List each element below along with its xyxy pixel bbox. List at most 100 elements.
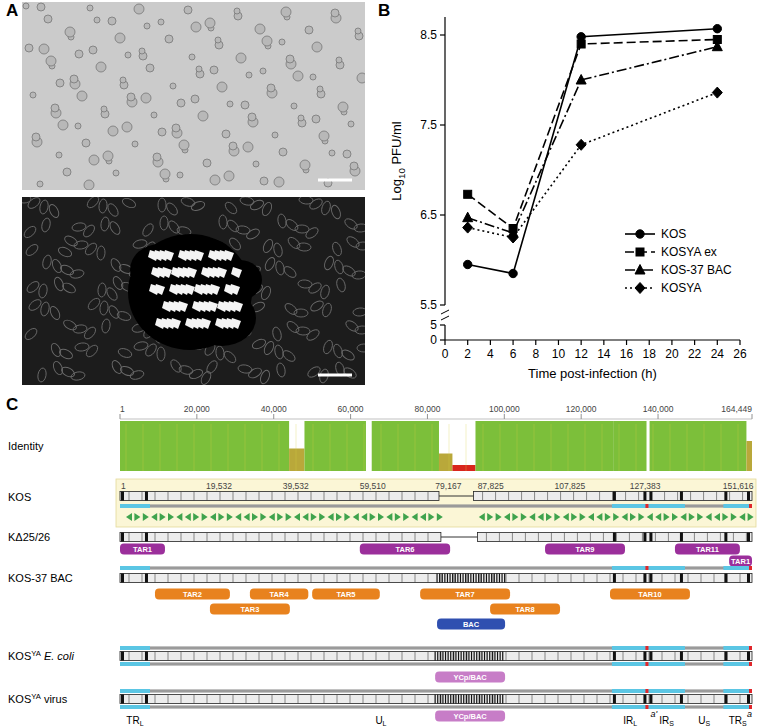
repeat-gene xyxy=(680,492,683,501)
cell xyxy=(24,242,40,257)
cell xyxy=(108,220,122,236)
gene-boundary xyxy=(285,695,286,704)
x-tick xyxy=(444,340,445,345)
cell xyxy=(345,235,361,250)
cell xyxy=(82,139,90,147)
gene-boundary xyxy=(532,652,533,661)
legend: KOSKOSYA exKOS-37 BACKOSYA xyxy=(625,227,732,295)
text-part: PFU/ml xyxy=(389,121,404,168)
identity-bar xyxy=(439,454,452,472)
insert-gene xyxy=(437,652,438,661)
insert-gene xyxy=(450,695,451,704)
cell xyxy=(184,6,192,14)
identity-texture xyxy=(551,424,552,471)
cell xyxy=(164,201,179,217)
insert-gene xyxy=(481,652,482,661)
gene-boundary xyxy=(729,492,730,501)
cell xyxy=(63,168,71,176)
a-sequence xyxy=(645,705,648,709)
repeat-gene xyxy=(121,492,124,501)
cell xyxy=(189,54,195,60)
gene-boundary xyxy=(337,652,338,661)
cell xyxy=(263,256,276,272)
cell xyxy=(243,142,253,152)
gene-boundary xyxy=(155,652,156,661)
insert-gene xyxy=(442,652,443,661)
gene-boundary xyxy=(493,652,494,661)
genome-row: KΔ25/26TAR1TAR6TAR9TAR11TAR1 xyxy=(8,531,752,567)
cell xyxy=(219,215,228,230)
series-line xyxy=(468,40,718,229)
repeat-gene xyxy=(747,492,750,501)
cell xyxy=(125,52,131,58)
repeat-gene xyxy=(747,695,750,704)
orf-arrow xyxy=(244,513,250,521)
genome-line xyxy=(120,646,752,649)
cell xyxy=(44,15,52,23)
a-sequence xyxy=(645,662,648,666)
gene-boundary xyxy=(272,533,273,542)
gene-boundary xyxy=(337,492,338,501)
scale-tick xyxy=(350,414,351,419)
x-tick xyxy=(671,340,672,345)
cell xyxy=(236,53,246,63)
gene-boundary xyxy=(389,574,390,583)
plaque-cell xyxy=(209,284,220,295)
orf-arrow xyxy=(151,513,157,521)
gene-boundary xyxy=(586,492,587,501)
y-tick xyxy=(440,214,445,215)
repeat-gene xyxy=(724,574,727,583)
gene-boundary xyxy=(246,533,247,542)
data-point xyxy=(712,87,722,98)
insert-gene xyxy=(476,652,477,661)
gene-boundary xyxy=(168,574,169,583)
gene-boundary xyxy=(402,533,403,542)
plaque-cell xyxy=(207,301,218,312)
panel-a-micrographs xyxy=(17,2,371,386)
gene-boundary xyxy=(746,533,747,542)
cell xyxy=(38,283,49,298)
feature-label: TAR6 xyxy=(395,545,414,554)
gene-boundary xyxy=(571,695,572,704)
insert-gene xyxy=(479,695,480,704)
repeat-gene xyxy=(680,652,683,661)
cell xyxy=(319,284,331,300)
insert-gene xyxy=(445,695,446,704)
text-part: Log xyxy=(389,179,404,201)
gene-boundary xyxy=(259,492,260,501)
row-tick-label: 107,825 xyxy=(555,481,586,491)
text-part: IR xyxy=(659,715,669,726)
feature-label: TAR1 xyxy=(731,557,750,566)
scale-tick xyxy=(196,414,197,419)
identity-texture xyxy=(687,424,688,471)
scale-tick xyxy=(658,414,659,419)
cell xyxy=(170,83,176,89)
gene-boundary xyxy=(233,574,234,583)
cell xyxy=(350,162,358,170)
repeat-gene xyxy=(145,492,148,501)
gene-boundary xyxy=(298,492,299,501)
gene-boundary xyxy=(246,652,247,661)
gene-boundary xyxy=(532,695,533,704)
gene-boundary xyxy=(181,652,182,661)
orf-arrow xyxy=(504,513,510,521)
repeat-gene xyxy=(747,652,750,661)
region-label: TRL xyxy=(126,715,143,726)
gene-boundary xyxy=(415,533,416,542)
row-tick-label: 151,616 xyxy=(723,481,754,491)
orf-arrow xyxy=(479,513,485,521)
gene-boundary xyxy=(551,533,552,542)
cell xyxy=(262,36,272,46)
gene-boundary xyxy=(402,652,403,661)
orf-arrow xyxy=(714,513,720,521)
cell xyxy=(160,169,170,179)
cell xyxy=(356,242,365,250)
gene-boundary xyxy=(402,492,403,501)
insert-gene xyxy=(478,574,479,583)
cell xyxy=(23,326,39,341)
row-label: KOSYAvirus xyxy=(8,692,68,705)
gene-boundary xyxy=(350,574,351,583)
cell xyxy=(312,115,320,123)
gene-boundary xyxy=(194,652,195,661)
identity-texture xyxy=(568,424,569,471)
